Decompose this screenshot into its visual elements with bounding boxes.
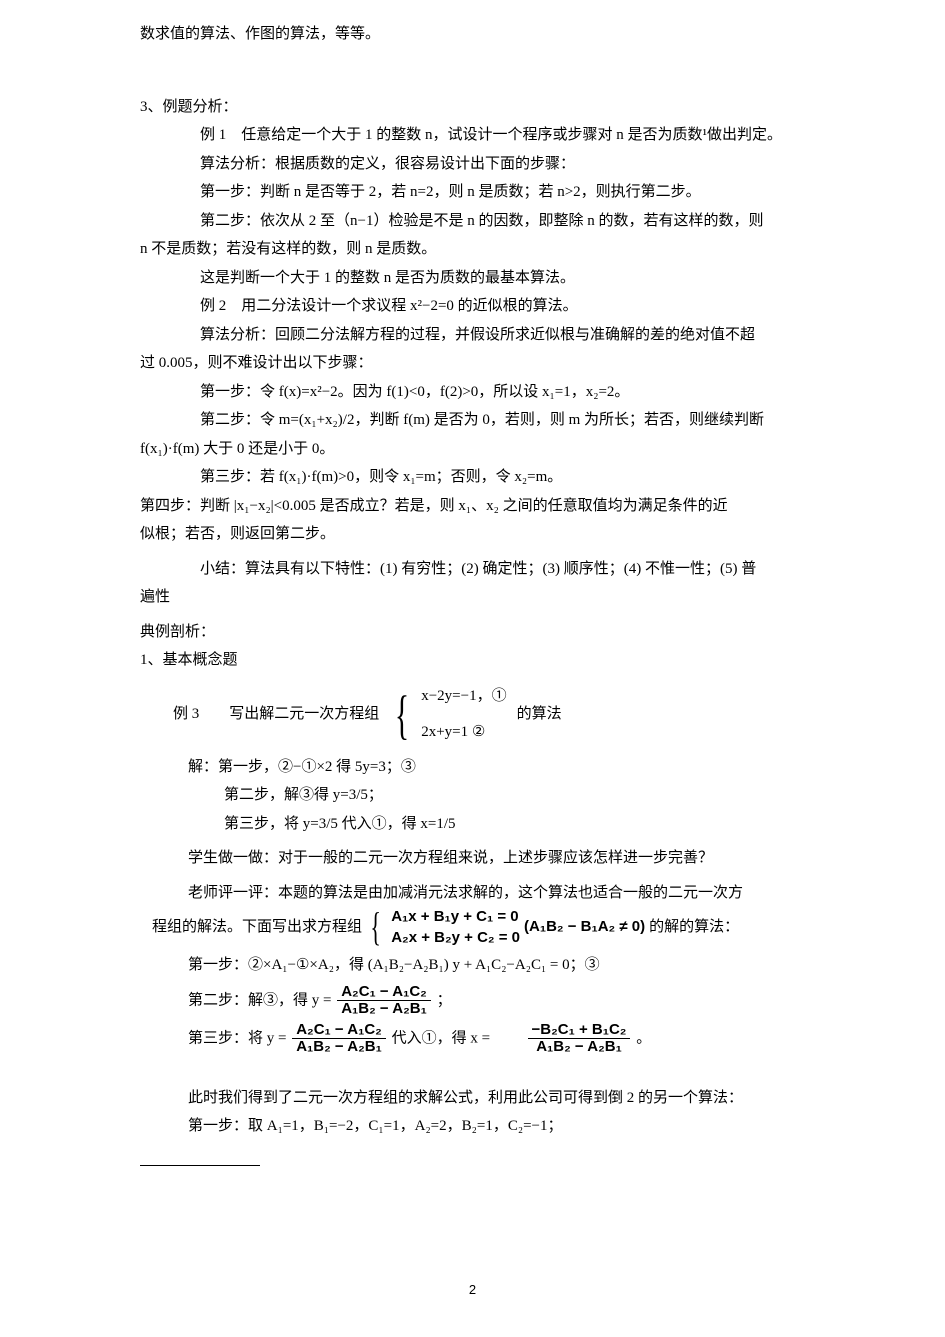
general-step3-mid: 代入①，得 x = bbox=[392, 1030, 494, 1046]
example1-analysis: 算法分析：根据质数的定义，很容易设计出下面的步骤： bbox=[140, 150, 805, 179]
fraction-x-num: −B₂C₁ + B₁C₂ bbox=[528, 1022, 631, 1040]
section-3-title: 3、例题分析： bbox=[140, 93, 805, 122]
general-step2-tail: ； bbox=[437, 992, 452, 1008]
general-eq2: A₂x + B₂y + C₂ = 0 bbox=[391, 928, 520, 948]
example1-step2-cont: n 不是质数；若没有这样的数，则 n 是质数。 bbox=[140, 235, 805, 264]
fraction-y-den: A₁B₂ − A₂B₁ bbox=[337, 1001, 431, 1018]
student-exercise: 学生做一做：对于一般的二元一次方程组来说，上述步骤应该怎样进一步完善？ bbox=[140, 844, 805, 873]
document-page: 数求值的算法、作图的算法，等等。 3、例题分析： 例 1 任意给定一个大于 1 … bbox=[0, 0, 945, 1337]
fraction-y-num: A₂C₁ − A₁C₂ bbox=[337, 984, 431, 1002]
general-condition: (A₁B₂ − B₁A₂ ≠ 0) bbox=[520, 913, 649, 942]
teacher-comment-2: 程组的解法。下面写出求方程组 { A₁x + B₁y + C₁ = 0 A₂x … bbox=[140, 907, 805, 947]
page-number: 2 bbox=[0, 1278, 945, 1303]
dianli-title: 典例剖析： bbox=[140, 618, 805, 647]
example2-line1: 例 2 用二分法设计一个求议程 x²−2=0 的近似根的算法。 bbox=[140, 292, 805, 321]
summary-line: 小结：算法具有以下特性：(1) 有穷性；(2) 确定性；(3) 顺序性；(4) … bbox=[140, 555, 805, 584]
example1-conclusion: 这是判断一个大于 1 的整数 n 是否为质数的最基本算法。 bbox=[140, 264, 805, 293]
general-step1: 第一步：②×A₁−①×A₂，得 (A₁B₂−A₂B₁) y + A₁C₂−A₂C… bbox=[140, 951, 805, 980]
example3-step2: 第二步，解③得 y=3/5； bbox=[140, 781, 805, 810]
example1-line1: 例 1 任意给定一个大于 1 的整数 n，试设计一个程序或步骤对 n 是否为质数… bbox=[140, 121, 805, 150]
example2-step1: 第一步：令 f(x)=x²−2。因为 f(1)<0，f(2)>0，所以设 x₁=… bbox=[140, 378, 805, 407]
example3-step3: 第三步，将 y=3/5 代入①，得 x=1/5 bbox=[140, 810, 805, 839]
teacher-comment-1: 老师评一评：本题的算法是由加减消元法求解的，这个算法也适合一般的二元一次方 bbox=[140, 879, 805, 908]
example1-step2: 第二步：依次从 2 至（n−1）检验是不是 n 的因数，即整除 n 的数，若有这… bbox=[140, 207, 805, 236]
example3-step1: 解：第一步，②−①×2 得 5y=3；③ bbox=[140, 753, 805, 782]
example2-step4-cont: 似根；若否，则返回第二步。 bbox=[140, 520, 805, 549]
basic-concept-title: 1、基本概念题 bbox=[140, 646, 805, 675]
example3-eq2: 2x+y=1 ② bbox=[421, 723, 506, 743]
fraction-y2: A₂C₁ − A₁C₂ A₁B₂ − A₂B₁ bbox=[292, 1022, 386, 1056]
general-step3: 第三步：将 y = A₂C₁ − A₁C₂ A₁B₂ − A₂B₁ 代入①，得 … bbox=[140, 1022, 805, 1056]
fraction-y2-den: A₁B₂ − A₂B₁ bbox=[292, 1039, 386, 1056]
conclusion-line: 此时我们得到了二元一次方程组的求解公式，利用此公司可得到倒 2 的另一个算法： bbox=[140, 1084, 805, 1113]
fraction-y: A₂C₁ − A₁C₂ A₁B₂ − A₂B₁ bbox=[337, 984, 431, 1018]
summary-line-cont: 遍性 bbox=[140, 583, 805, 612]
general-step3-tail: 。 bbox=[636, 1030, 651, 1046]
fraction-x: −B₂C₁ + B₁C₂ A₁B₂ − A₂B₁ bbox=[528, 1022, 631, 1056]
fraction-x-den: A₁B₂ − A₂B₁ bbox=[532, 1039, 626, 1056]
example3-eq1: x−2y=−1，① bbox=[421, 687, 506, 707]
example2-step4: 第四步：判断 |x₁−x₂|<0.005 是否成立？若是，则 x₁、x₂ 之间的… bbox=[140, 492, 805, 521]
left-brace-icon: { bbox=[368, 907, 383, 947]
example2-step2: 第二步：令 m=(x₁+x₂)/2，判断 f(m) 是否为 0，若则，则 m 为… bbox=[140, 406, 805, 435]
example3-after: 的算法 bbox=[507, 700, 562, 729]
example2-analysis-cont: 过 0.005，则不难设计出以下步骤： bbox=[140, 349, 805, 378]
left-brace-icon: { bbox=[393, 688, 412, 742]
fraction-y2-num: A₂C₁ − A₁C₂ bbox=[292, 1022, 386, 1040]
general-eq1: A₁x + B₁y + C₁ = 0 bbox=[391, 907, 520, 927]
general-step2: 第二步：解③，得 y = A₂C₁ − A₁C₂ A₁B₂ − A₂B₁ ； bbox=[140, 984, 805, 1018]
top-fragment: 数求值的算法、作图的算法，等等。 bbox=[140, 20, 805, 49]
teacher-comment-2a: 程组的解法。下面写出求方程组 bbox=[152, 913, 362, 942]
general-step2-lead: 第二步：解③，得 y = bbox=[188, 992, 335, 1008]
footnote-rule bbox=[140, 1165, 260, 1166]
example2-step3: 第三步：若 f(x₁)·f(m)>0，则令 x₁=m；否则，令 x₂=m。 bbox=[140, 463, 805, 492]
final-step: 第一步：取 A₁=1，B₁=−2，C₁=1，A₂=2，B₂=1，C₂=−1； bbox=[140, 1112, 805, 1141]
teacher-comment-2b: 的解的算法： bbox=[649, 913, 739, 942]
example3-equation-system: 例 3 写出解二元一次方程组 { x−2y=−1，① 2x+y=1 ② 的算法 bbox=[140, 687, 805, 743]
general-step3-lead: 第三步：将 y = bbox=[188, 1030, 290, 1046]
example3-lead: 例 3 写出解二元一次方程组 bbox=[140, 700, 385, 729]
example2-step2-cont: f(x₁)·f(m) 大于 0 还是小于 0。 bbox=[140, 435, 805, 464]
example2-analysis: 算法分析：回顾二分法解方程的过程，并假设所求近似根与准确解的差的绝对值不超 bbox=[140, 321, 805, 350]
example1-step1: 第一步：判断 n 是否等于 2，若 n=2，则 n 是质数；若 n>2，则执行第… bbox=[140, 178, 805, 207]
